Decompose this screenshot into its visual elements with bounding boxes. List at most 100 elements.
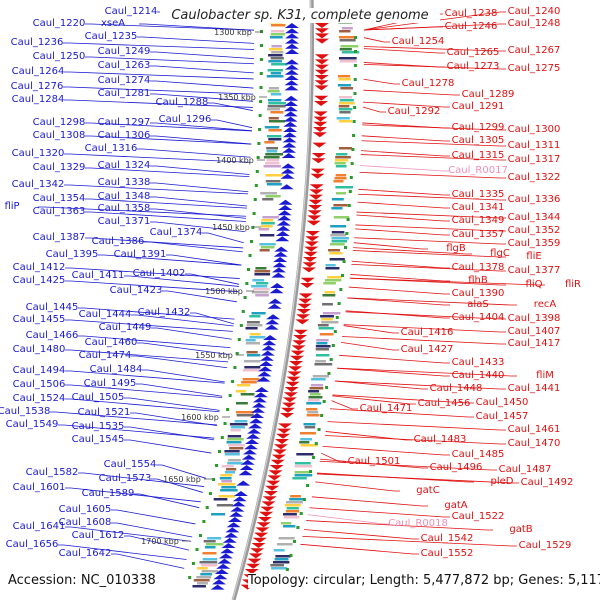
gene-arrow xyxy=(293,335,308,340)
feature-block xyxy=(285,501,303,504)
leader-line xyxy=(343,325,399,334)
gene-arrow xyxy=(275,236,290,242)
leader-line xyxy=(65,349,229,363)
leader-line xyxy=(342,336,506,345)
gene-arrow xyxy=(213,574,228,580)
genome-backbone xyxy=(231,0,315,600)
gene-arrow xyxy=(281,163,296,169)
gc-dot xyxy=(311,456,315,459)
gc-dot xyxy=(348,190,352,193)
gene-label: Caul_1281 xyxy=(98,88,151,99)
gene-label: Caul_1495 xyxy=(84,378,137,389)
gene-arrow xyxy=(252,397,267,403)
gc-dot xyxy=(353,36,357,39)
gene-label: Caul_1407 xyxy=(508,326,561,337)
feature-block xyxy=(202,558,218,561)
feature-block xyxy=(307,411,319,414)
leader-line xyxy=(65,398,220,413)
gene-arrow xyxy=(297,303,312,309)
gene-label: Caul_1278 xyxy=(402,78,455,89)
feature-block xyxy=(268,54,283,57)
gene-arrow xyxy=(229,511,244,517)
leader-line xyxy=(363,11,506,31)
gc-dot xyxy=(349,176,353,179)
gene-arrow xyxy=(314,75,329,80)
gene-arrow xyxy=(308,205,323,210)
feature-block xyxy=(294,465,313,468)
gene-label: Caul_1573 xyxy=(99,473,152,484)
gene-label: Caul_R0017 xyxy=(448,165,508,176)
gene-label: Caul_1494 xyxy=(13,365,66,376)
leader-line xyxy=(307,514,390,525)
leader-line xyxy=(350,274,450,282)
feature-block xyxy=(315,348,329,351)
gene-arrow xyxy=(231,501,246,507)
leader-line xyxy=(150,182,249,193)
gene-arrow xyxy=(289,361,304,366)
gene-arrow xyxy=(314,38,329,44)
feature-block xyxy=(251,312,266,315)
gene-label: Caul_1236 xyxy=(11,37,64,48)
feature-block xyxy=(333,204,348,207)
gene-label: Caul_1387 xyxy=(33,232,86,243)
leader-line xyxy=(360,150,450,157)
feature-block xyxy=(308,390,320,393)
gene-label: flgC xyxy=(490,248,510,259)
feature-block xyxy=(263,156,280,159)
gene-label: Caul_1263 xyxy=(98,60,151,71)
gene-arrow xyxy=(314,28,329,34)
leader-line xyxy=(139,23,254,31)
gene-label: flgB xyxy=(446,243,466,254)
leader-line xyxy=(137,148,251,158)
gene-arrow xyxy=(274,246,289,252)
leader-line xyxy=(124,439,212,454)
gene-arrow xyxy=(302,262,317,268)
leader-line xyxy=(329,408,474,418)
feature-block xyxy=(266,183,282,186)
leader-line xyxy=(306,520,493,531)
gc-dot xyxy=(217,450,221,453)
leader-line xyxy=(58,424,215,439)
gc-dot xyxy=(237,338,241,341)
gene-arrow xyxy=(280,173,295,179)
feature-block xyxy=(331,198,344,201)
leader-line xyxy=(353,242,428,250)
feature-block xyxy=(338,36,357,39)
gene-label: Caul_1412 xyxy=(13,262,66,273)
gene-arrow xyxy=(260,506,275,512)
feature-block xyxy=(268,138,282,141)
gene-label: Caul_1441 xyxy=(508,383,561,394)
gc-dot xyxy=(231,380,235,383)
leader-line xyxy=(356,214,450,222)
gene-arrow xyxy=(280,413,295,418)
gene-arrow xyxy=(284,85,299,91)
leader-line xyxy=(349,277,545,286)
gc-dot xyxy=(248,254,252,257)
feature-block xyxy=(270,111,284,114)
feature-block xyxy=(304,426,316,429)
feature-block xyxy=(267,99,282,102)
feature-block xyxy=(334,159,349,162)
leader-line xyxy=(65,526,192,542)
gc-dot xyxy=(259,72,263,75)
gene-arrow xyxy=(244,569,259,574)
feature-block xyxy=(334,177,347,180)
leader-line xyxy=(351,260,450,269)
gene-label: Caul_1220 xyxy=(33,18,86,29)
gene-label: Caul_1450 xyxy=(476,397,529,408)
feature-block xyxy=(227,462,243,465)
feature-block xyxy=(307,399,320,402)
feature-block xyxy=(339,99,354,102)
leader-line xyxy=(355,228,450,236)
feature-block xyxy=(275,555,291,558)
feature-block xyxy=(334,162,346,165)
leader-line xyxy=(345,310,450,319)
accession-label: Accession: NC_010338 xyxy=(8,573,156,588)
gene-label: Caul_1427 xyxy=(401,344,454,355)
gc-dot xyxy=(228,394,232,397)
leader-line xyxy=(85,198,247,209)
gene-arrow xyxy=(305,231,320,236)
gene-arrow xyxy=(314,33,329,39)
feature-block xyxy=(266,75,284,78)
gene-arrow xyxy=(314,101,329,106)
